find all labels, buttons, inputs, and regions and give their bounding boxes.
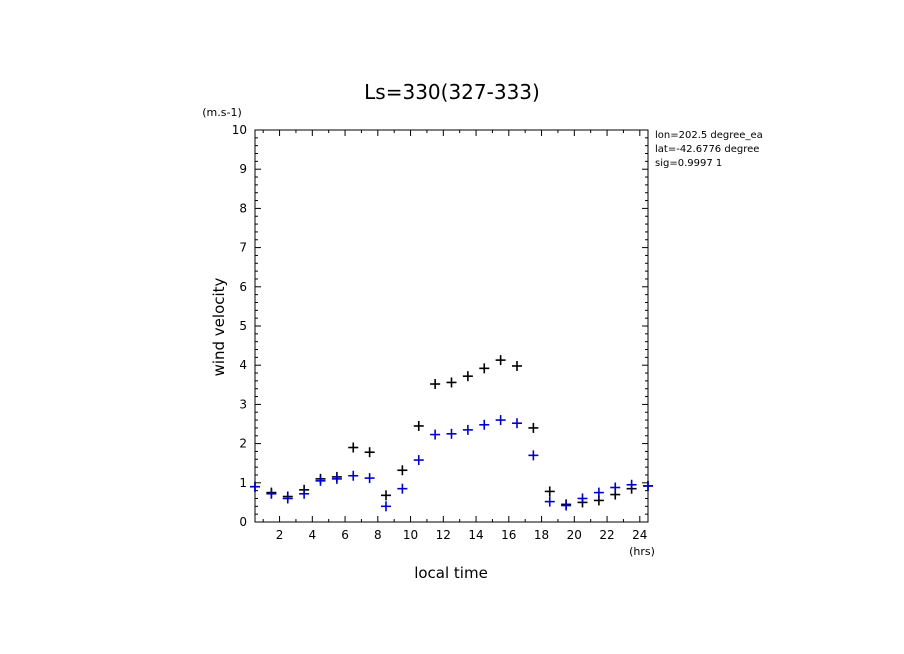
data-point-series-1 bbox=[462, 371, 473, 382]
data-point-series-1 bbox=[364, 447, 375, 458]
chart-title: Ls=330(327-333) bbox=[364, 80, 540, 104]
plot-frame bbox=[254, 129, 649, 523]
data-point-series-2 bbox=[250, 481, 260, 492]
data-point-series-2 bbox=[315, 475, 326, 486]
info-lat: lat=-42.6776 degree bbox=[655, 144, 759, 155]
data-point-series-1 bbox=[528, 422, 539, 433]
y-tick-label: 6 bbox=[239, 280, 247, 294]
y-unit-label: (m.s-1) bbox=[202, 106, 242, 119]
data-point-series-2 bbox=[593, 487, 604, 498]
data-point-series-2 bbox=[626, 479, 637, 490]
x-tick-label: 20 bbox=[567, 528, 582, 542]
x-tick-label: 24 bbox=[632, 528, 647, 542]
x-tick-label: 8 bbox=[374, 528, 382, 542]
y-tick-label: 4 bbox=[239, 358, 247, 372]
data-point-series-2 bbox=[544, 496, 555, 507]
x-tick-label: 14 bbox=[468, 528, 483, 542]
x-tick-label: 22 bbox=[599, 528, 614, 542]
y-tick-label: 3 bbox=[239, 397, 247, 411]
info-lon: lon=202.5 degree_ea bbox=[655, 130, 763, 141]
x-tick-label: 2 bbox=[276, 528, 284, 542]
y-tick-label: 5 bbox=[239, 319, 247, 333]
data-point-series-2 bbox=[479, 419, 490, 430]
y-tick-label: 1 bbox=[239, 476, 247, 490]
data-point-series-2 bbox=[577, 493, 588, 504]
data-point-series-2 bbox=[446, 428, 457, 439]
y-tick-label: 8 bbox=[239, 201, 247, 215]
data-point-series-1 bbox=[495, 355, 506, 366]
data-point-series-1 bbox=[381, 490, 391, 501]
data-point-series-2 bbox=[397, 483, 408, 494]
data-point-series-2 bbox=[512, 418, 522, 429]
data-point-series-2 bbox=[364, 473, 375, 484]
data-point-series-2 bbox=[561, 500, 572, 511]
data-point-series-1 bbox=[544, 486, 555, 497]
data-point-series-1 bbox=[348, 442, 359, 453]
data-point-series-2 bbox=[299, 488, 310, 499]
data-point-series-1 bbox=[446, 377, 457, 388]
info-clip-mask bbox=[780, 125, 904, 175]
data-marks bbox=[250, 355, 653, 512]
data-point-series-1 bbox=[397, 465, 408, 476]
data-point-series-2 bbox=[643, 480, 653, 491]
data-point-series-2 bbox=[430, 429, 441, 440]
y-tick-label: 2 bbox=[239, 437, 247, 451]
data-point-series-2 bbox=[413, 455, 424, 466]
y-tick-label: 10 bbox=[232, 123, 247, 137]
data-point-series-2 bbox=[348, 470, 359, 481]
x-tick-label: 6 bbox=[341, 528, 349, 542]
x-unit-label: (hrs) bbox=[629, 545, 655, 558]
x-axis-label: local time bbox=[414, 564, 488, 582]
y-tick-label: 9 bbox=[239, 162, 247, 176]
x-tick-label: 18 bbox=[534, 528, 549, 542]
data-point-series-2 bbox=[266, 488, 277, 499]
data-point-series-2 bbox=[282, 493, 293, 504]
info-sig: sig=0.9997 1 bbox=[655, 158, 722, 169]
y-axis-label: wind velocity bbox=[210, 277, 228, 376]
data-point-series-2 bbox=[528, 450, 539, 461]
data-point-series-1 bbox=[413, 420, 424, 431]
data-point-series-1 bbox=[512, 360, 522, 371]
x-tick-label: 4 bbox=[308, 528, 316, 542]
y-tick-label: 7 bbox=[239, 241, 247, 255]
y-tick-label: 0 bbox=[239, 515, 247, 529]
data-point-series-2 bbox=[381, 501, 391, 512]
data-point-series-2 bbox=[331, 473, 342, 484]
data-point-series-2 bbox=[495, 415, 506, 426]
data-point-series-1 bbox=[430, 379, 441, 390]
x-tick-label: 10 bbox=[403, 528, 418, 542]
data-point-series-2 bbox=[610, 482, 621, 493]
data-point-series-2 bbox=[462, 424, 473, 435]
data-point-series-1 bbox=[479, 363, 490, 374]
x-tick-label: 12 bbox=[436, 528, 451, 542]
x-tick-label: 16 bbox=[501, 528, 516, 542]
